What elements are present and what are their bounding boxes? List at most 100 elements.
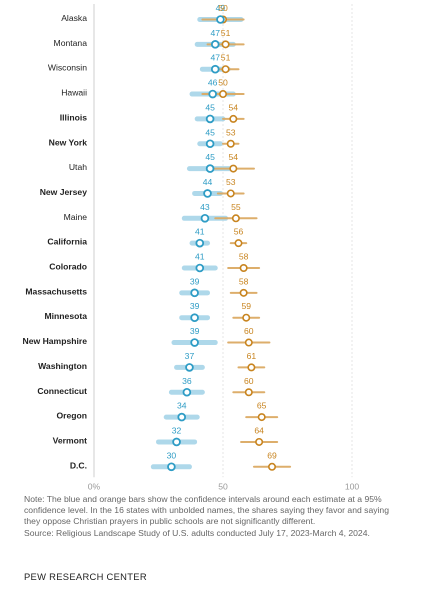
chart-footer: Note: The blue and orange bars show the …: [24, 494, 400, 539]
oppose-dot: [234, 239, 243, 248]
state-label-maine: Maine: [64, 212, 88, 222]
oppose-value-label: 50: [218, 78, 228, 88]
favor-dot: [216, 15, 225, 24]
favor-value-label: 32: [172, 425, 182, 435]
favor-dot: [210, 64, 220, 74]
oppose-dot: [255, 437, 264, 446]
favor-value-label: 44: [203, 177, 213, 187]
favor-value-label: 46: [208, 78, 218, 88]
favor-dot: [195, 238, 205, 248]
oppose-dot: [229, 164, 238, 173]
state-label-utah: Utah: [69, 162, 87, 172]
x-tick-label: 50: [218, 481, 228, 491]
chart-note: Note: The blue and orange bars show the …: [24, 494, 389, 527]
oppose-dot: [231, 214, 240, 223]
favor-dot: [172, 437, 181, 447]
state-label-montana: Montana: [54, 38, 88, 48]
state-label-california: California: [47, 237, 87, 247]
oppose-dot: [247, 363, 256, 372]
state-label-minnesota: Minnesota: [45, 311, 88, 321]
favor-value-label: 37: [185, 351, 195, 361]
favor-value-label: 39: [190, 301, 200, 311]
oppose-value-label: 60: [244, 326, 254, 336]
state-label-new-jersey: New Jersey: [40, 187, 88, 197]
oppose-dot: [239, 288, 248, 297]
favor-dot: [195, 263, 205, 273]
favor-value-label: 45: [205, 152, 215, 162]
favor-value-label: 47: [210, 28, 220, 38]
favor-dot: [190, 338, 199, 347]
state-label-vermont: Vermont: [53, 435, 88, 445]
favor-dot: [205, 139, 215, 149]
favor-dot: [190, 313, 199, 323]
state-label-alaska: Alaska: [61, 13, 87, 23]
state-label-colorado: Colorado: [49, 262, 87, 272]
oppose-value-label: 65: [257, 401, 267, 411]
favor-value-label: 39: [190, 326, 200, 336]
oppose-dot: [229, 114, 238, 123]
oppose-value-label: 53: [226, 177, 236, 187]
oppose-value-label: 69: [267, 450, 277, 460]
favor-value-label: 36: [182, 376, 192, 386]
favor-dot: [210, 40, 220, 49]
favor-dot: [205, 114, 215, 124]
favor-value-label: 30: [167, 450, 177, 460]
favor-value-label: 41: [195, 227, 205, 237]
oppose-value-label: 54: [229, 152, 239, 162]
oppose-dot: [244, 388, 253, 397]
oppose-value-label: 55: [231, 202, 241, 212]
oppose-value-label: 54: [229, 102, 239, 112]
oppose-value-label: 58: [239, 276, 249, 286]
oppose-value-label: 60: [244, 376, 254, 386]
state-label-hawaii: Hawaii: [61, 88, 87, 98]
favor-dot: [205, 164, 215, 173]
state-label-new-york: New York: [49, 137, 88, 147]
favor-value-label: 45: [205, 102, 215, 112]
oppose-dot: [226, 139, 235, 148]
oppose-value-label: 53: [226, 127, 236, 137]
oppose-value-label: 59: [241, 301, 251, 311]
oppose-dot: [268, 462, 277, 471]
oppose-value-label: 64: [254, 425, 264, 435]
favor-value-label: 45: [205, 127, 215, 137]
favor-value-label: 49: [216, 3, 226, 13]
favor-dot: [167, 462, 176, 472]
oppose-dot: [221, 40, 230, 49]
state-label-connecticut: Connecticut: [37, 386, 87, 396]
favor-value-label: 43: [200, 202, 210, 212]
state-label-wisconsin: Wisconsin: [48, 63, 87, 73]
favor-value-label: 47: [210, 53, 220, 63]
oppose-value-label: 58: [239, 252, 249, 262]
state-label-illinois: Illinois: [60, 112, 87, 122]
favor-value-label: 34: [177, 401, 187, 411]
oppose-dot: [226, 189, 235, 198]
state-label-new-hampshire: New Hampshire: [23, 336, 88, 346]
favor-dot: [185, 363, 194, 372]
x-tick-label: 100: [345, 481, 360, 491]
favor-dot: [177, 412, 187, 422]
oppose-value-label: 51: [221, 53, 231, 63]
favor-dot: [203, 189, 212, 198]
state-label-oregon: Oregon: [56, 411, 87, 421]
favor-dot: [182, 387, 192, 397]
oppose-value-label: 56: [234, 227, 244, 237]
favor-dot: [208, 89, 217, 99]
oppose-dot: [257, 413, 266, 422]
favor-value-label: 41: [195, 252, 205, 262]
favor-dot: [190, 288, 199, 298]
state-label-d-c-: D.C.: [70, 460, 87, 470]
oppose-dot: [219, 90, 228, 99]
oppose-dot: [221, 65, 230, 74]
favor-dot: [200, 214, 210, 223]
state-label-washington: Washington: [38, 361, 87, 371]
oppose-dot: [239, 263, 248, 272]
chart-credit: PEW RESEARCH CENTER: [24, 571, 147, 582]
chart-source: Source: Religious Landscape Study of U.S…: [24, 527, 370, 538]
state-label-massachusetts: Massachusetts: [25, 286, 87, 296]
oppose-value-label: 61: [247, 351, 257, 361]
oppose-dot: [244, 338, 253, 347]
oppose-dot: [242, 313, 251, 322]
oppose-value-label: 51: [221, 28, 231, 38]
x-tick-label: 0%: [88, 481, 101, 491]
